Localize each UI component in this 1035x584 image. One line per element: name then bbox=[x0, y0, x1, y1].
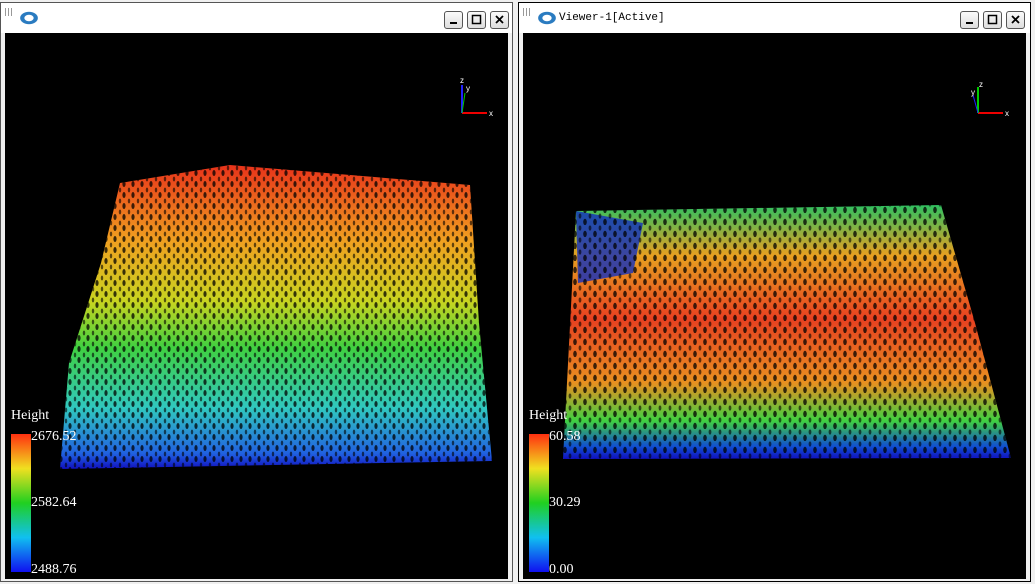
legend-max: 60.58 bbox=[549, 429, 581, 444]
logo bbox=[19, 11, 39, 25]
point-cloud-view: x y z Height 2676.52 2582.64 2488.76 bbox=[11, 76, 493, 577]
grip bbox=[523, 8, 531, 16]
viewport: x y z Height 2676.52 2582.64 2488.76 bbox=[5, 33, 508, 579]
legend-mid: 30.29 bbox=[549, 495, 581, 510]
axis-label: y bbox=[466, 84, 470, 93]
close-button[interactable] bbox=[490, 11, 509, 29]
logo bbox=[537, 11, 557, 25]
axis-label: z bbox=[979, 80, 983, 89]
axis-label: x bbox=[489, 109, 493, 118]
color-bar bbox=[11, 434, 31, 572]
axis-gizmo: x y z bbox=[971, 80, 1009, 118]
tree-texture bbox=[60, 165, 492, 469]
viewer-window: Viewer-1[Active] bbox=[518, 2, 1031, 582]
close-button[interactable] bbox=[1006, 11, 1025, 29]
legend-mid: 2582.64 bbox=[31, 495, 77, 510]
axis-label: z bbox=[460, 76, 464, 85]
legend-title: Height bbox=[11, 408, 49, 423]
minimize-button[interactable] bbox=[960, 11, 979, 29]
viewport: x y z Height 60.58 30.29 0.00 bbox=[523, 33, 1026, 579]
window-title: Viewer-1[Active] bbox=[559, 12, 665, 24]
minimize-button[interactable] bbox=[444, 11, 463, 29]
title-bar: Viewer-1[Active] bbox=[519, 3, 1030, 33]
legend-min: 2488.76 bbox=[31, 562, 77, 577]
axis-label: x bbox=[1005, 109, 1009, 118]
color-bar bbox=[529, 434, 549, 572]
tree-texture bbox=[563, 205, 1011, 459]
legend-max: 2676.52 bbox=[31, 429, 77, 444]
legend-title: Height bbox=[529, 408, 567, 423]
legend-min: 0.00 bbox=[549, 562, 574, 577]
viewer-window: x y z Height 2676.52 2582.64 2488.76 bbox=[0, 2, 513, 582]
title-bar bbox=[1, 3, 512, 33]
maximize-button[interactable] bbox=[467, 11, 486, 29]
grip bbox=[5, 8, 13, 16]
point-cloud-view: x y z Height 60.58 30.29 0.00 bbox=[529, 80, 1011, 577]
axis-gizmo: x y z bbox=[460, 76, 493, 118]
maximize-button[interactable] bbox=[983, 11, 1002, 29]
axis-label: y bbox=[971, 88, 975, 97]
